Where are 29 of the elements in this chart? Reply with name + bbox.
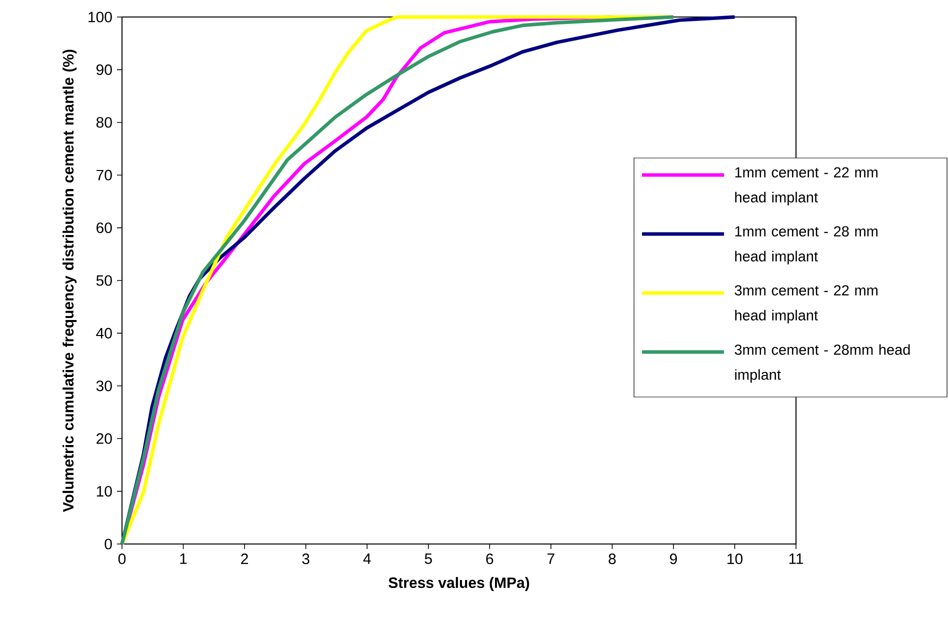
x-tick-label: 9 (670, 554, 677, 564)
y-tick-label: 80 (96, 117, 112, 128)
x-axis-title: Stress values (MPa) (388, 577, 530, 591)
y-tick-label: 40 (96, 328, 112, 338)
x-tick-label: 1 (180, 554, 187, 564)
x-tick-label: 4 (363, 554, 371, 564)
y-tick-label: 0 (104, 538, 112, 550)
y-tick-label: 100 (88, 12, 112, 22)
y-tick-label: 30 (96, 380, 112, 392)
y-tick-label: 10 (96, 486, 112, 497)
text: 1mm cement - 22 mm head implant (735, 167, 878, 206)
x-tick-label: 7 (548, 554, 554, 564)
y-tick-label: 50 (96, 275, 112, 286)
x-tick-label: 5 (424, 554, 432, 564)
y-tick-label: 90 (96, 64, 112, 75)
text: 1mm cement - 28 mm head implant (735, 226, 878, 264)
x-tick-label: 0 (118, 554, 126, 564)
x-tick-label: 10 (728, 554, 742, 564)
y-tick-label: 60 (96, 222, 112, 234)
y-axis-title: Volumetric cumulative frequency distribution cement mantle (%) (62, 50, 77, 512)
text: 3mm cement - 28mm head implant (734, 344, 910, 383)
x-tick-label: 2 (241, 554, 248, 564)
x-tick-label: 11 (789, 554, 804, 564)
text: 3mm cement - 22 mm head implant (734, 285, 878, 324)
x-tick-label: 8 (608, 554, 616, 564)
x-tick-label: 3 (302, 554, 310, 564)
x-tick-label: 6 (486, 554, 494, 564)
y-tick-label: 70 (96, 170, 112, 180)
y-tick-label: 20 (96, 433, 112, 444)
